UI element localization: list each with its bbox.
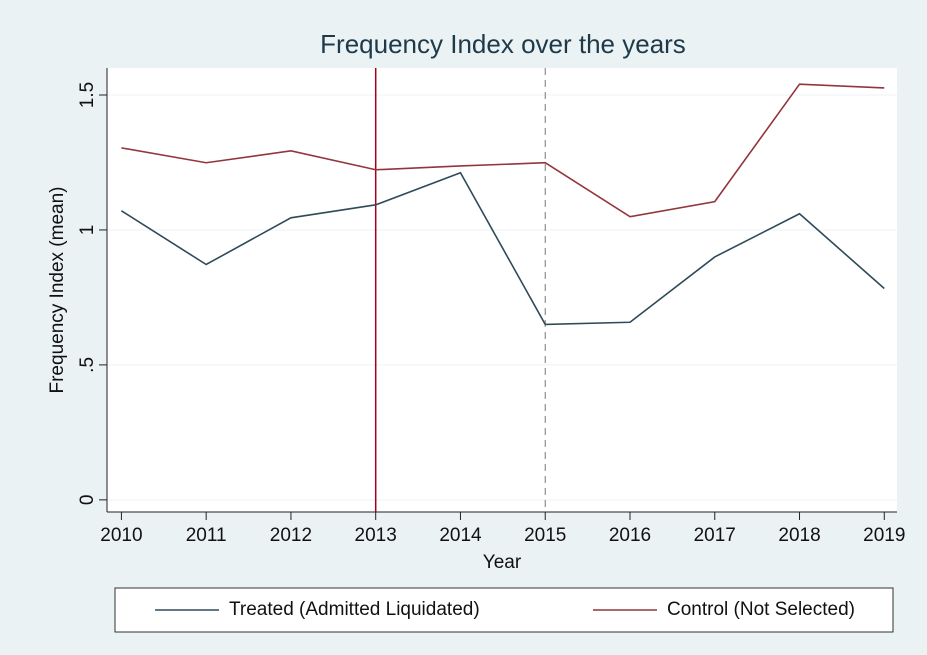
legend-label: Control (Not Selected) <box>667 599 855 620</box>
legend-label: Treated (Admitted Liquidated) <box>229 599 480 620</box>
x-tick-label: 2015 <box>524 525 566 546</box>
chart-title: Frequency Index over the years <box>320 29 686 59</box>
series-line <box>121 83 885 218</box>
x-tick-label: 2011 <box>186 525 227 546</box>
y-tick-label: 1 <box>77 225 98 236</box>
x-tick-label: 2017 <box>694 525 736 546</box>
x-tick-label: 2010 <box>100 525 142 546</box>
legend-box <box>114 587 894 633</box>
y-tick-label: .5 <box>77 357 98 373</box>
x-tick-label: 2016 <box>609 525 651 546</box>
x-tick-label: 2019 <box>863 525 905 546</box>
x-tick-label: 2013 <box>355 525 397 546</box>
plot-area <box>107 68 897 512</box>
x-tick-label: 2012 <box>270 525 312 546</box>
x-tick-label: 2014 <box>439 525 482 546</box>
x-axis-label: Year <box>483 552 522 573</box>
series-line <box>120 171 885 326</box>
y-tick-label: 0 <box>77 495 98 506</box>
x-tick-label: 2018 <box>778 525 820 546</box>
y-axis-label: Frequency Index (mean) <box>47 187 68 394</box>
y-tick-label: 1.5 <box>77 82 98 108</box>
